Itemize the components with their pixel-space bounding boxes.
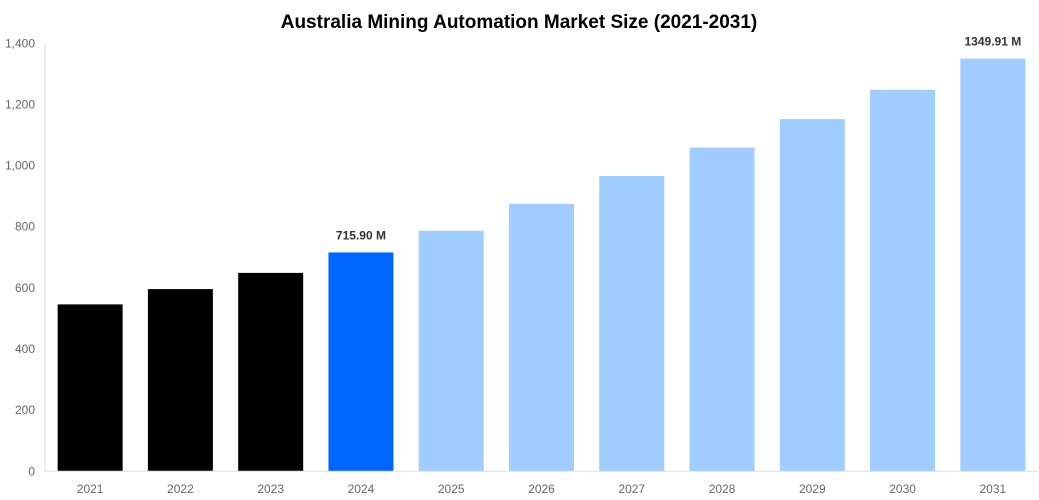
bar-2021 [57,304,123,472]
y-tick-label: 600 [15,281,35,295]
bar-2028 [689,147,755,472]
x-tick-label: 2024 [348,482,375,496]
x-axis: 2021 2022 2023 2024 2025 2026 2027 2028 2029 2030… [45,470,1038,496]
bar-2023 [238,272,304,472]
chart-title: Australia Mining Automation Market Size … [281,12,758,33]
bar-2027 [599,175,665,472]
x-tick-label: 2030 [889,482,916,496]
y-tick-label: 1,200 [5,97,35,111]
bar-2026 [509,203,574,472]
y-axis: 0 200 400 600 800 1,000 1,200 1,400 [5,36,46,478]
x-tick-label: 2026 [528,482,555,496]
y-tick-label: 400 [15,342,35,356]
x-tick-label: 2027 [618,482,645,496]
x-tick-label: 2021 [77,482,104,496]
bars: 715.90 M 1349.91 M [57,35,1026,472]
bar-2022 [147,289,213,472]
y-tick-label: 1,000 [5,159,35,173]
x-tick-label: 2031 [980,482,1007,496]
x-tick-label: 2028 [709,482,736,496]
bar-2025 [418,230,484,472]
x-tick-label: 2025 [438,482,465,496]
x-tick-label: 2029 [799,482,826,496]
bar-2030 [870,89,936,472]
x-tick-label: 2022 [167,482,194,496]
data-label: 1349.91 M [965,35,1022,49]
data-label: 715.90 M [336,228,386,242]
bar-2024 [328,252,394,472]
x-tick-label: 2023 [257,482,284,496]
y-tick-label: 800 [15,220,35,234]
y-tick-label: 200 [15,403,35,417]
y-tick-label: 0 [28,464,35,478]
y-tick-label: 1,400 [5,36,35,50]
bar-2031 [960,58,1026,472]
bar-2029 [779,119,845,472]
